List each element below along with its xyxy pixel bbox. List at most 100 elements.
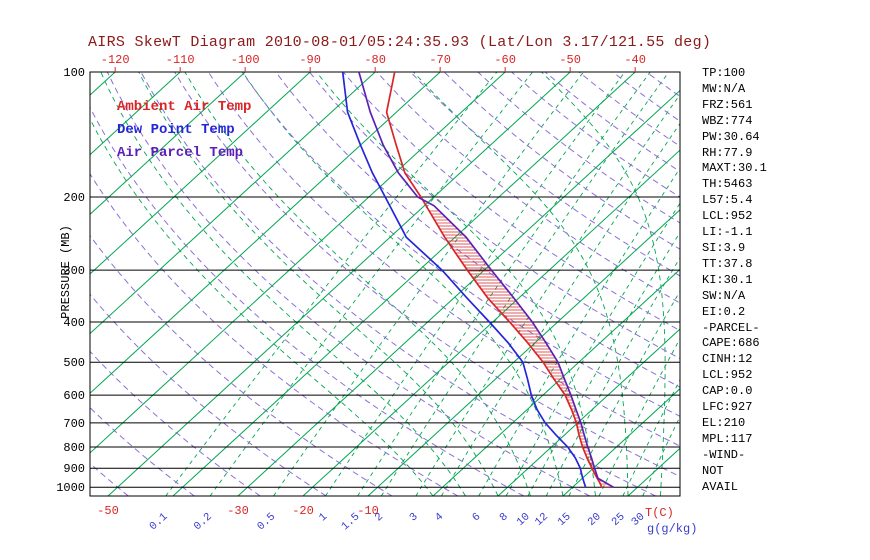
- pressure-tick-label: 200: [63, 191, 85, 205]
- isotherm-line: [90, 72, 246, 216]
- dewpoint-curve-group: [341, 72, 587, 488]
- parcel-curve: [358, 72, 614, 488]
- index-line: EI:0.2: [702, 304, 746, 319]
- isotherm-line: [302, 149, 680, 496]
- isotherm-line: [90, 72, 116, 96]
- mixing-ratio-tick-label: 8: [498, 511, 511, 524]
- index-line: -PARCEL-: [702, 320, 760, 335]
- top-temp-tick-label: -70: [429, 53, 451, 67]
- mixing-ratio-tick-label: 1: [317, 511, 330, 525]
- mixing-ratio-line: [273, 72, 584, 496]
- pressure-tick-label: 300: [63, 264, 85, 278]
- bottom-temp-tick-label: -20: [292, 504, 314, 518]
- index-line: L57:5.4: [702, 193, 753, 208]
- isotherm-line: [0, 72, 50, 496]
- index-line: TH:5463: [702, 177, 753, 192]
- chart-title: AIRS SkewT Diagram 2010-08-01/05:24:35.9…: [88, 34, 712, 51]
- mixing-ratio-tick-label: 4: [433, 511, 446, 525]
- dry-adiabat-line: [90, 293, 327, 496]
- mixing-ratio-line: [478, 167, 680, 496]
- top-temp-tick-label: -120: [101, 53, 130, 67]
- mixing-ratio-line: [380, 72, 670, 496]
- isotherm-line: [497, 328, 680, 496]
- isotherm-line: [237, 89, 680, 496]
- index-line: LCL:952: [702, 209, 753, 224]
- mixing-ratio-line: [568, 290, 680, 496]
- index-line: MW:N/A: [702, 81, 746, 96]
- dewpoint-curve: [341, 72, 587, 488]
- dry-adiabat-line: [174, 72, 680, 478]
- index-line: SI:3.9: [702, 240, 746, 255]
- parcel-curve-group: [358, 72, 614, 488]
- mixing-ratio-line: [527, 231, 680, 496]
- dry-adiabat-line: [90, 406, 195, 496]
- moist-adiabat-lines: [90, 72, 666, 496]
- mixing-ratio-line: [165, 72, 498, 496]
- dry-adiabat-line: [578, 72, 680, 147]
- ambient-temp-curve-group: [385, 72, 603, 488]
- dry-adiabat-line: [90, 172, 459, 496]
- bottom-temp-tick-label: -10: [357, 504, 379, 518]
- dry-adiabat-line: [342, 72, 680, 332]
- index-line: TT:37.8: [702, 256, 753, 271]
- isotherm-line: [90, 72, 311, 275]
- index-line: MAXT:30.1: [702, 161, 767, 176]
- mixing-ratio-tick-label: 25: [610, 511, 628, 529]
- index-line: KI:30.1: [702, 272, 753, 287]
- isotherm-line: [432, 268, 680, 496]
- isotherm-line: [90, 72, 441, 394]
- isotherm-line: [562, 387, 680, 496]
- index-line: LCL:952: [702, 368, 753, 383]
- plot-frame-group: [89, 71, 681, 497]
- top-temp-tick-label: -50: [559, 53, 581, 67]
- bottom-temp-axis: -50 -30 -20 -10: [97, 504, 379, 518]
- top-temp-tick-label: -80: [364, 53, 386, 67]
- dry-adiabat-line: [410, 72, 680, 277]
- isotherm-line: [90, 72, 376, 335]
- mixing-ratio-line: [441, 122, 680, 496]
- index-line: EL:210: [702, 415, 746, 430]
- dry-adiabat-line: [275, 72, 680, 388]
- index-line: WBZ:774: [702, 113, 753, 128]
- dry-adiabat-line: [376, 72, 680, 304]
- isotherm-line: [367, 209, 680, 496]
- mixing-ratio-line: [209, 72, 534, 496]
- dry-adiabat-line: [90, 106, 525, 496]
- isotherm-lines: [0, 72, 680, 496]
- mixing-ratio-line: [505, 202, 680, 496]
- moist-adiabat-line: [541, 72, 666, 496]
- index-line: TP:100: [702, 66, 746, 80]
- legend-ambient-air-temp: Ambient Air Temp: [117, 99, 252, 115]
- moist-adiabat-line: [242, 72, 564, 496]
- moist-adiabat-line: [138, 72, 499, 496]
- mixing-ratio-tick-label: 2: [373, 511, 386, 524]
- index-line: LI:-1.1: [702, 225, 753, 240]
- mixing-ratio-tick-label: 15: [556, 511, 574, 529]
- dry-adiabat-line: [106, 72, 590, 496]
- isotherm-line: [90, 72, 181, 156]
- mixing-ratio-tick-label: 0.2: [192, 511, 215, 533]
- dry-adiabat-line: [207, 72, 680, 447]
- dry-adiabat-line: [309, 72, 680, 360]
- index-line: CINH:12: [702, 352, 753, 367]
- index-line: AVAIL: [702, 479, 739, 494]
- mixing-ratio-axis: 0.1 0.2 0.5 1 1.5 2 3 4 6 8 10 12 15 20 25 30: [148, 511, 648, 533]
- temp-unit-label: T(C): [645, 506, 674, 520]
- moist-adiabat-line: [184, 72, 531, 496]
- cape-hatch: [429, 210, 614, 488]
- pressure-tick-label: 100: [63, 66, 85, 80]
- top-temp-tick-label: -60: [494, 53, 516, 67]
- bottom-temp-tick-label: -30: [227, 504, 249, 518]
- top-temp-tick-label: -40: [624, 53, 646, 67]
- index-line: SW:N/A: [702, 288, 746, 303]
- index-line: PW:30.64: [702, 129, 760, 144]
- top-temp-tick-label: -90: [299, 53, 321, 67]
- ambient-temp-curve: [385, 72, 603, 488]
- dry-adiabat-line: [511, 72, 680, 198]
- moist-adiabat-line: [316, 72, 596, 496]
- legend: Ambient Air Temp Dew Point Temp Air Parc…: [117, 96, 251, 165]
- index-line: FRZ:561: [702, 97, 753, 112]
- mixing-ratio-tick-label: 12: [533, 511, 551, 529]
